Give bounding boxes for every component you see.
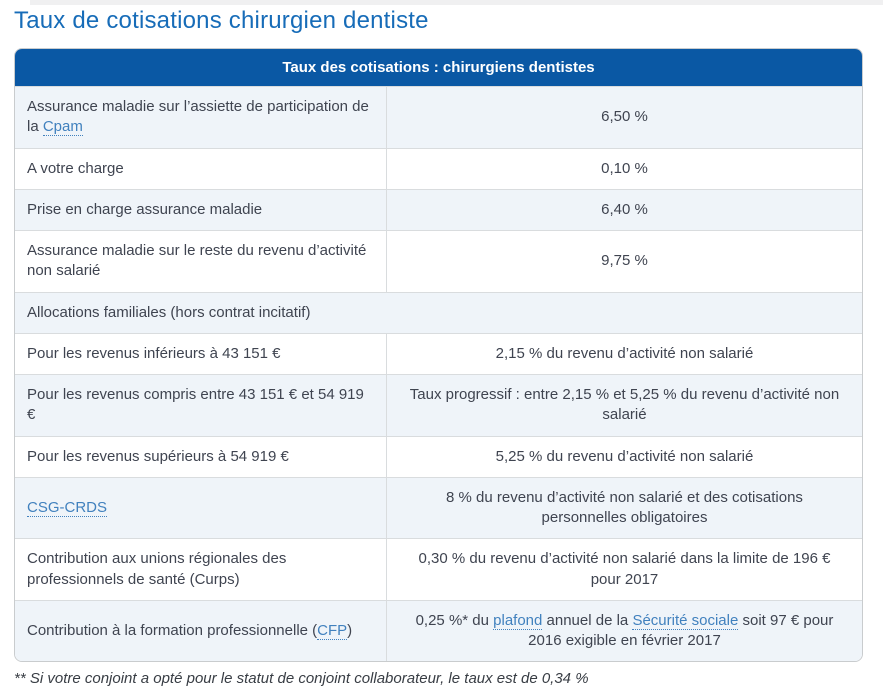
row-label-cell: CSG-CRDS [15,476,386,539]
inline-link[interactable]: Cpam [42,118,83,137]
table-row: Pour les revenus compris entre 43 151 € … [15,374,862,436]
row-label-cell: Allocations familiales (hors contrat inc… [15,291,862,333]
row-label-cell: Contribution aux unions régionales des p… [15,538,386,600]
cotisations-table: Taux des cotisations : chirurgiens denti… [15,49,862,662]
table-row: Contribution aux unions régionales des p… [15,538,862,600]
table-row: Assurance maladie sur le reste du revenu… [15,230,862,292]
inline-link[interactable]: CFP [317,621,348,640]
row-value-cell: 6,40 % [385,188,862,230]
row-label-cell: Assurance maladie sur l’assiette de part… [15,86,386,148]
table-row: Allocations familiales (hors contrat inc… [15,291,862,333]
row-value-cell: 5,25 % du revenu d’activité non salarié [385,435,862,477]
row-label-cell: Prise en charge assurance maladie [15,188,386,230]
row-value-cell: 0,10 % [385,147,862,189]
table-row: Pour les revenus supérieurs à 54 919 €5,… [15,435,862,477]
table-header: Taux des cotisations : chirurgiens denti… [15,49,862,86]
row-value-cell: 6,50 % [385,86,862,148]
table-row: Assurance maladie sur l’assiette de part… [15,86,862,148]
row-label-cell: Pour les revenus inférieurs à 43 151 € [15,332,386,374]
table-row: A votre charge 0,10 % [15,147,862,189]
table-row: CSG-CRDS 8 % du revenu d’activité non sal… [15,476,862,539]
row-value-cell: Taux progressif : entre 2,15 % et 5,25 %… [385,374,862,436]
row-value-cell: 0,30 % du revenu d’activité non salarié … [385,538,862,600]
top-edge-strip [30,0,883,5]
row-value-cell: 2,15 % du revenu d’activité non salarié [385,332,862,374]
table-body: Assurance maladie sur l’assiette de part… [15,86,862,662]
row-label-cell: Contribution à la formation professionne… [15,599,386,661]
page-title: Taux de cotisations chirurgien dentiste [14,7,429,34]
table-row: Prise en charge assurance maladie 6,40 % [15,188,862,230]
row-label-cell: Pour les revenus supérieurs à 54 919 € [15,435,386,477]
table-header-row: Taux des cotisations : chirurgiens denti… [15,49,862,86]
row-value-cell: 8 % du revenu d’activité non salarié et … [385,476,862,539]
row-label-cell: Assurance maladie sur le reste du revenu… [15,230,386,292]
inline-link[interactable]: CSG-CRDS [27,498,108,517]
row-label-cell: Pour les revenus compris entre 43 151 € … [15,374,386,436]
row-label-cell: A votre charge [15,147,386,189]
footnote: ** Si votre conjoint a opté pour le stat… [14,670,589,688]
table-row: Pour les revenus inférieurs à 43 151 €2,… [15,332,862,374]
inline-link[interactable]: Sécurité sociale [632,611,739,630]
table-row: Contribution à la formation professionne… [15,599,862,662]
cotisations-table-wrap: Taux des cotisations : chirurgiens denti… [14,48,863,663]
row-value-cell: 0,25 %* du plafond annuel de la Sécurité… [385,599,862,662]
row-value-cell: 9,75 % [385,230,862,292]
inline-link[interactable]: plafond [493,611,543,630]
